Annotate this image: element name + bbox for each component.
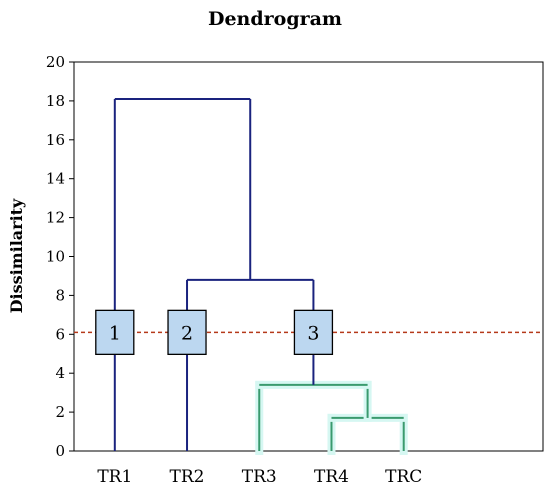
plot-border [73,61,544,452]
y-tick-label: 20 [46,53,65,71]
cluster-label-2: 2 [181,322,193,344]
cluster-label-3: 3 [307,322,319,344]
y-tick-label: 10 [46,248,65,266]
y-axis-label: Dissimilarity [7,198,26,313]
chart-title: Dendrogram [208,8,342,30]
y-tick-label: 8 [55,286,65,304]
cluster-label-1: 1 [109,322,121,344]
y-tick-label: 4 [55,364,65,382]
y-tick-label: 6 [55,325,65,343]
cluster-box-1 [95,309,135,356]
y-tick-label: 14 [46,170,65,188]
leaf-label-trc: TRC [385,467,422,487]
y-tick-label: 12 [46,209,65,227]
leaf-label-tr1: TR1 [97,467,132,487]
y-tick-label: 2 [55,403,65,421]
cluster-box-3 [293,309,334,356]
leaf-label-tr4: TR4 [314,467,349,487]
y-axis-ticks: 0 2 4 6 8 10 12 14 16 18 20 [46,53,74,460]
dendrogram-links [113,97,408,455]
cluster-box-2 [167,309,207,356]
leaf-label-tr2: TR2 [170,467,205,487]
y-tick-label: 0 [55,442,65,460]
x-axis-ticks: TR1 TR2 TR3 TR4 TRC [97,467,422,487]
cluster-boxes: 1 2 3 [95,309,334,356]
leaf-label-tr3: TR3 [242,467,277,487]
y-tick-label: 16 [46,131,65,149]
plot-frame [73,61,544,452]
y-tick-label: 18 [46,92,65,110]
